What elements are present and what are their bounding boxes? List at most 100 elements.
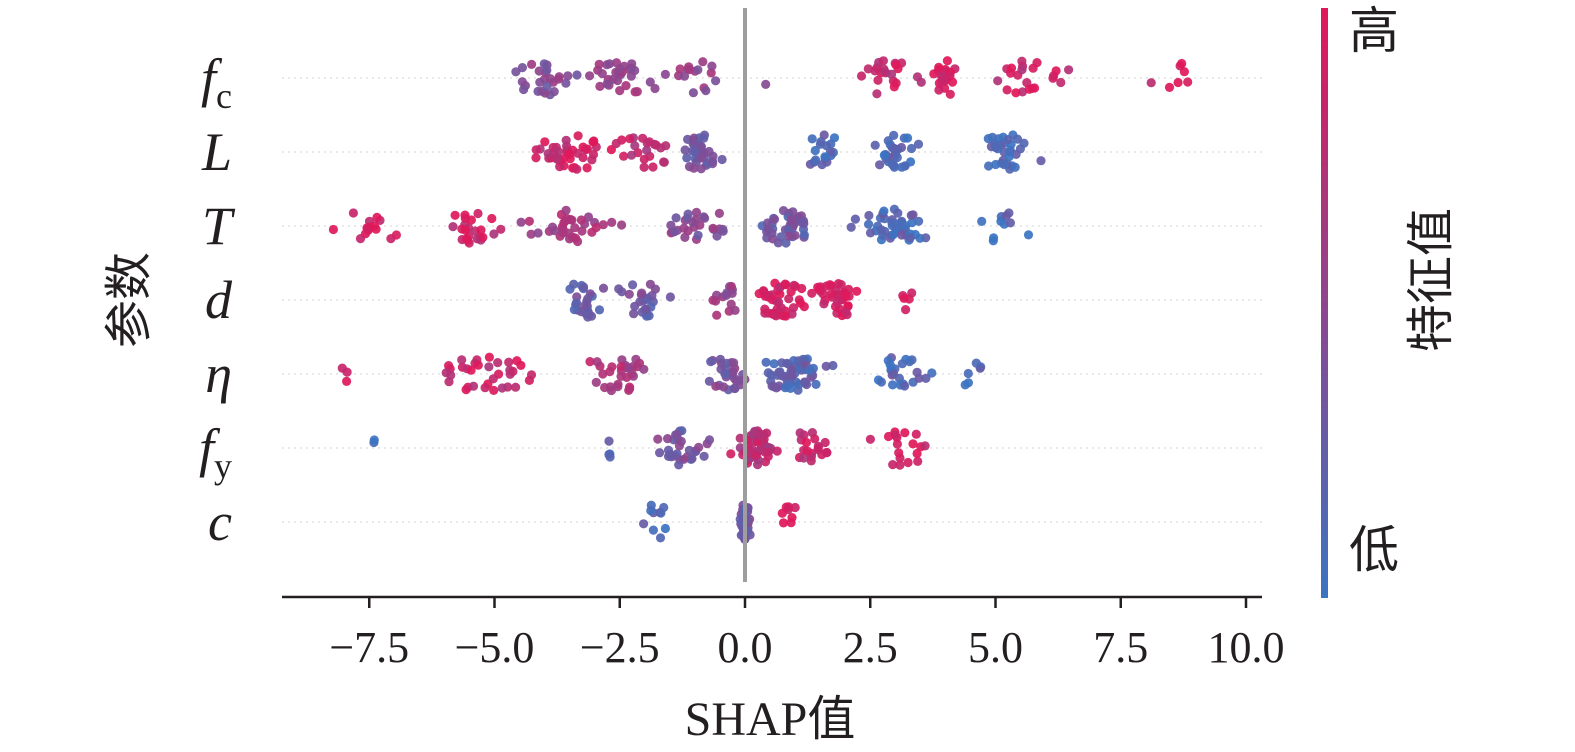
shap-point [1002,85,1012,95]
colorbar [1321,8,1328,598]
shap-point [769,359,779,369]
shap-point [497,383,507,393]
shap-point [1003,135,1013,145]
shap-point [570,233,581,243]
x-tick-label: 2.5 [843,623,898,672]
shap-point [934,62,944,72]
x-tick-label: −2.5 [580,623,660,672]
shap-point [629,309,639,319]
shap-point [789,356,799,366]
shap-point [448,222,458,232]
shap-point [684,445,695,455]
shap-point [937,76,947,87]
shap-point [1005,147,1015,157]
colorbar-low-label: 低 [1349,522,1399,578]
shap-point [696,142,707,152]
shap-point [626,71,636,81]
shap-point [585,71,595,81]
shap-point [641,304,651,314]
shap-point [899,293,909,303]
shap-point [493,358,503,368]
shap-point [567,215,577,225]
shap-point [653,434,663,444]
shap-point [607,217,617,227]
shap-point [903,133,913,143]
x-tick-label: −5.0 [455,623,535,672]
shap-point [591,377,601,387]
shap-point [542,81,552,91]
shap-point [480,383,490,393]
shap-point [755,431,765,441]
shap-point [614,284,624,294]
feature-label: η [205,344,232,404]
shap-point [605,367,615,377]
shap-point [767,228,777,238]
shap-point [934,85,944,95]
shap-point [531,153,541,163]
shap-point [671,213,681,223]
shap-point [626,150,637,160]
shap-point [700,213,710,223]
shap-point [810,434,820,444]
shap-point [880,67,890,77]
shap-point [784,502,794,512]
shap-point [805,365,815,375]
shap-point [699,451,709,461]
shap-point [613,379,623,389]
shap-point [915,233,925,243]
shap-point [561,205,571,215]
shap-point [1010,162,1020,172]
shap-point [642,138,652,148]
shap-point [726,281,737,292]
shap-point [963,368,973,379]
shap-point [777,508,787,518]
shap-point [679,71,690,81]
shap-point [888,230,898,240]
shap-point [1001,211,1011,221]
shap-point [659,157,669,167]
shap-point [478,232,488,242]
shap-point [674,460,684,470]
shap-point [372,212,382,222]
shap-point [883,356,893,366]
shap-point [780,372,790,382]
shap-point [621,81,631,91]
shap-point [587,155,597,165]
shap-point [687,146,698,156]
x-axis-ticks: −7.5 −5.0 −2.5 0.0 2.5 5.0 7.5 10.0 [329,597,1285,672]
shap-point [813,282,823,292]
shap-point [597,69,607,79]
shap-point [634,358,645,368]
shap-point [781,238,791,248]
shap-point [696,164,706,174]
shap-point [391,230,401,240]
shap-point [355,234,366,244]
shap-point [699,133,709,143]
shap-point [813,443,823,453]
shap-point [573,131,583,141]
shap-point [533,228,543,238]
shap-point [535,77,545,87]
shap-point [473,360,483,370]
shap-point [735,433,745,443]
shap-point [615,64,625,74]
shap-point [627,59,637,69]
shap-point [790,281,801,291]
shap-point [511,67,521,77]
shap-point [655,533,666,543]
shap-point [524,216,535,226]
shap-point [772,446,782,456]
shap-point [1064,65,1074,75]
shap-point [625,134,635,144]
shap-point [801,437,812,448]
shap-point [639,519,649,529]
shap-point [908,439,918,449]
shap-point [553,146,563,157]
shap-point [844,284,854,294]
shap-point [775,289,785,299]
shap-point [617,220,627,230]
shap-point [650,83,660,94]
shap-point [895,460,905,470]
shap-point [878,56,889,66]
shap-point [880,226,890,236]
